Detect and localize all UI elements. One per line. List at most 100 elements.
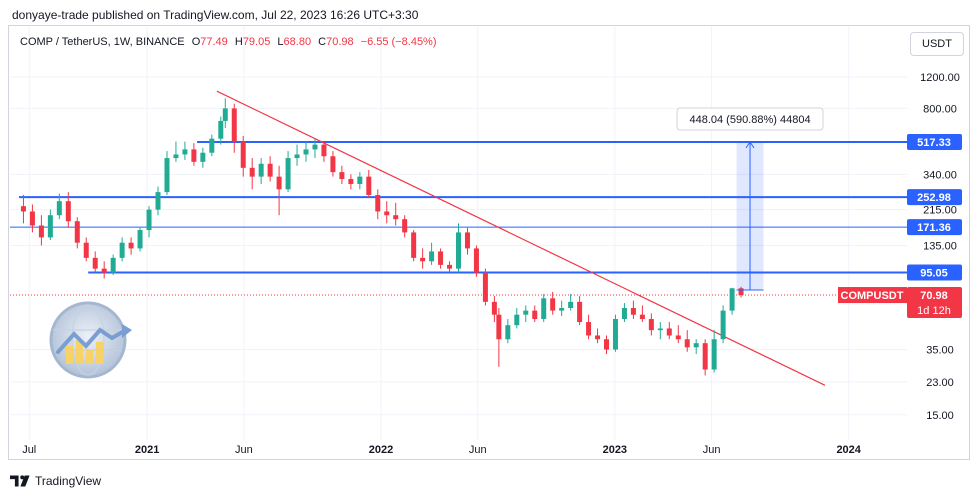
price-tick-label: 23.00 [926, 377, 954, 389]
price-tick-label: 135.00 [923, 241, 957, 253]
candle-body [92, 257, 98, 269]
current-price-label: 70.98 [920, 290, 948, 302]
candle-body [684, 339, 690, 348]
candles [20, 98, 744, 376]
candle-body [393, 215, 399, 220]
candle-body [375, 195, 381, 212]
price-tick-label: 35.00 [926, 345, 954, 357]
time-tick-label: Jun [469, 444, 487, 456]
close-value: 70.98 [326, 36, 354, 48]
time-tick-label: Jun [703, 444, 721, 456]
candle-body [83, 242, 89, 258]
descending-trendline[interactable] [216, 90, 826, 386]
bar-countdown-label: 1d 12h [917, 305, 951, 317]
tradingview-logo-icon[interactable] [10, 474, 32, 488]
candle-body [456, 232, 461, 269]
candle-body [568, 301, 574, 308]
symbol-title[interactable]: COMP / TetherUS, 1W, BINANCE [20, 36, 185, 48]
candle-body [429, 251, 435, 262]
price-tick-label: 1200.00 [920, 72, 960, 84]
measure-label: 448.04 (590.88%) 44804 [689, 114, 810, 126]
candle-body [604, 339, 610, 350]
price-tick-label: 15.00 [926, 410, 954, 422]
candle-body [384, 211, 390, 216]
candle-body [276, 176, 282, 190]
candle-body [65, 201, 71, 222]
candle-body [155, 192, 161, 210]
candle-body [366, 176, 372, 196]
candle-body [29, 211, 35, 226]
candle-body [312, 144, 318, 150]
candle-body [693, 343, 699, 348]
candle-body [240, 141, 246, 168]
candle-body [209, 138, 215, 153]
candle-body [586, 322, 592, 336]
low-label: L [277, 36, 284, 48]
price-tick-label: 800.00 [923, 103, 957, 115]
high-label: H [234, 36, 243, 48]
level-price-tag [907, 133, 962, 150]
candle-body [110, 257, 116, 273]
candle-body [330, 156, 336, 173]
price-range-measure[interactable]: 448.04 (590.88%) 44804 [676, 107, 824, 291]
candle-body [294, 154, 300, 159]
level-price-tag [907, 219, 962, 236]
candle-body [200, 152, 206, 162]
high-value: 79.05 [242, 36, 271, 48]
candle-body [231, 108, 237, 142]
time-axis[interactable]: Jul 2021 Jun 2022 Jun 2023 Jun 2024 [22, 444, 862, 456]
candle-body [595, 335, 601, 340]
tradingview-brand[interactable]: TradingView [35, 474, 102, 488]
symbol-legend: COMP / TetherUS, 1W, BINANCE O77.49 H79.… [20, 36, 441, 48]
time-tick-label: 2024 [836, 444, 861, 456]
candle-body [621, 307, 627, 320]
price-tick-label: 215.00 [923, 205, 957, 217]
candle-body [128, 242, 134, 249]
measure-label-box [676, 107, 824, 131]
candle-body [648, 319, 654, 331]
candle-body [74, 221, 80, 243]
candle-body [491, 301, 497, 315]
candle-body [473, 248, 479, 273]
level-price-label: 252.98 [917, 192, 951, 204]
candle-body [56, 201, 62, 216]
candle-body [137, 230, 143, 249]
candle-body [258, 163, 264, 177]
candle-body [411, 232, 417, 258]
level-price-label: 517.33 [917, 137, 951, 149]
candle-body [514, 314, 520, 326]
candle-body [146, 209, 152, 231]
price-axis-labels: 517.33 252.98 171.36 95.05 COMPUSDT 70.98 1d 1… [838, 133, 962, 319]
candle-body [447, 264, 453, 269]
price-tick-label: 340.00 [923, 169, 957, 181]
candle-body [657, 328, 663, 331]
candle-body [559, 307, 565, 311]
currency-button[interactable]: USDT [910, 32, 964, 56]
candle-body [348, 179, 354, 184]
symbol-price-tag [838, 287, 907, 304]
level-price-tag [907, 264, 962, 281]
price-axis[interactable]: 1200.00 800.00 340.00 215.00 135.00 35.00 23.0… [920, 72, 960, 422]
candle-body [191, 149, 197, 162]
candle-body [218, 120, 224, 139]
candle-body [249, 167, 255, 177]
time-tick-label: 2021 [135, 444, 159, 456]
candle-body [267, 163, 273, 177]
time-tick-label: Jul [22, 444, 36, 456]
candle-body [729, 288, 735, 311]
candle-body [702, 343, 708, 370]
grid-lines [10, 26, 907, 440]
current-price-tag [907, 287, 962, 319]
candle-body [541, 298, 547, 320]
candle-body [550, 298, 556, 311]
time-tick-label: Jun [235, 444, 253, 456]
time-tick-label: 2022 [369, 444, 393, 456]
trendline-segment[interactable] [216, 90, 826, 386]
footer: TradingView [10, 474, 101, 488]
level-price-tag [907, 189, 962, 206]
level-price-label: 171.36 [917, 222, 951, 234]
close-label: C [318, 36, 327, 48]
candle-body [666, 328, 672, 336]
candle-body [357, 176, 363, 184]
